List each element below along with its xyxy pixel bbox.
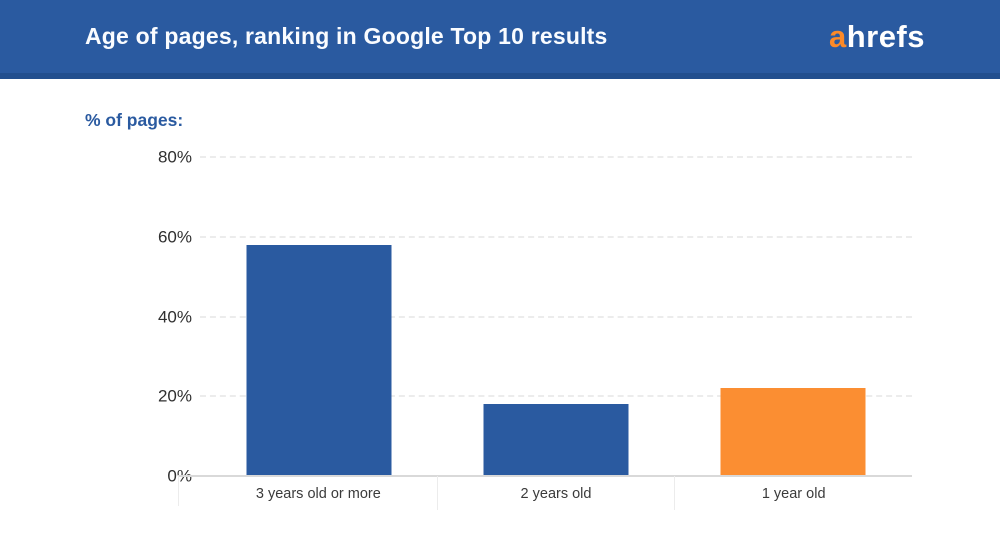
- ahrefs-logo: ahrefs: [829, 21, 925, 52]
- bar: [720, 388, 866, 476]
- page-title: Age of pages, ranking in Google Top 10 r…: [85, 23, 608, 49]
- bar-chart: 0% 20% 40% 60% 80% 3 years old or more 2 year…: [158, 149, 912, 510]
- gridline: [200, 235, 912, 238]
- bars-layer: [200, 157, 912, 476]
- gridline: [200, 395, 912, 398]
- axis-left-tick: [178, 476, 179, 506]
- logo-rest-letters: hrefs: [846, 19, 925, 54]
- bar-cell: [675, 157, 912, 476]
- bar: [246, 244, 392, 476]
- x-axis-baseline: [178, 475, 912, 477]
- bar-cell: [200, 157, 437, 476]
- y-axis-label: % of pages:: [85, 110, 184, 130]
- header-bar: Age of pages, ranking in Google Top 10 r…: [0, 0, 1000, 79]
- bar: [483, 404, 629, 476]
- y-tick-label: 20%: [157, 386, 192, 406]
- logo-accent-letter: a: [828, 19, 847, 54]
- x-axis-labels: 3 years old or more 2 years old 1 year old: [200, 476, 912, 510]
- gridline: [200, 315, 912, 318]
- x-category-label: 1 year old: [674, 476, 912, 510]
- bar-cell: [437, 157, 674, 476]
- y-tick-label: 40%: [157, 307, 192, 326]
- x-category-label: 3 years old or more: [255, 486, 381, 502]
- y-tick-label: 60%: [157, 227, 192, 247]
- gridline: [200, 156, 912, 158]
- y-tick-label: 80%: [157, 147, 192, 167]
- x-category-label: 2 years old: [436, 476, 675, 510]
